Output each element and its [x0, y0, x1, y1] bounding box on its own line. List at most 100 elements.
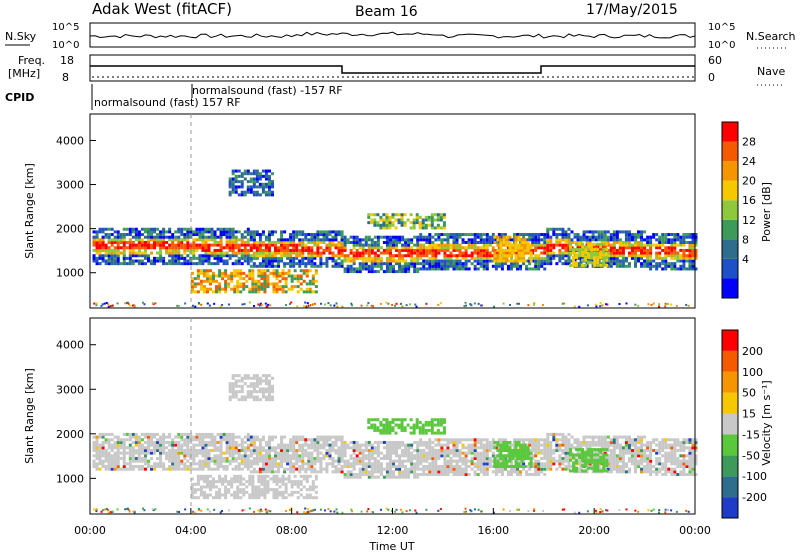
power-cell — [239, 271, 243, 275]
velocity-cell — [585, 454, 589, 458]
velocity-cell — [316, 451, 320, 455]
velocity-cell — [340, 438, 344, 442]
power-cell — [174, 262, 178, 266]
power-cell — [509, 256, 513, 260]
power-cell — [267, 240, 271, 244]
velocity-cell — [301, 448, 305, 452]
power-cell — [246, 180, 250, 184]
velocity-cell — [376, 475, 380, 479]
power-cell — [643, 251, 647, 255]
power-cell — [567, 254, 571, 258]
power-cell — [156, 251, 160, 255]
power-cell — [251, 282, 255, 286]
velocity-cell — [485, 454, 489, 458]
velocity-cell — [425, 451, 429, 455]
velocity-cell — [270, 467, 274, 471]
velocity-cell — [301, 451, 305, 455]
power-cell — [174, 230, 178, 234]
power-cell — [424, 223, 428, 227]
power-cell — [546, 235, 550, 239]
power-cell — [153, 259, 157, 263]
power-cell — [618, 262, 622, 266]
power-cell — [222, 259, 226, 263]
velocity-cell — [119, 467, 123, 471]
velocity-cell — [370, 456, 374, 460]
velocity-cell — [630, 462, 634, 466]
velocity-cell — [153, 448, 157, 452]
velocity-cell — [549, 448, 553, 452]
power-cell — [512, 233, 516, 237]
velocity-cell — [267, 448, 271, 452]
power-cell — [410, 246, 414, 250]
power-cell — [573, 264, 577, 268]
power-cell — [240, 174, 244, 178]
velocity-cell — [449, 462, 453, 466]
velocity-cell — [137, 435, 141, 439]
velocity-cell — [364, 456, 368, 460]
velocity-cell — [558, 432, 562, 436]
power-cell — [413, 256, 417, 260]
power-cell — [373, 240, 377, 244]
velocity-cell — [295, 462, 299, 466]
power-cell — [274, 259, 278, 263]
velocity-cell — [107, 438, 111, 442]
power-cell — [165, 246, 169, 250]
velocity-cell — [159, 462, 163, 466]
velocity-cell — [101, 440, 105, 444]
power-cell — [340, 240, 344, 244]
velocity-cell — [313, 456, 317, 460]
power-cell — [391, 259, 395, 263]
velocity-cell — [555, 446, 559, 450]
power-cell — [125, 227, 129, 231]
power-cell — [219, 227, 223, 231]
power-cell — [605, 258, 609, 262]
power-cell — [516, 251, 520, 255]
power-cell — [201, 246, 205, 250]
power-cell — [192, 233, 196, 237]
velocity-cell — [497, 440, 501, 444]
velocity-cell — [431, 465, 435, 468]
power-cell — [546, 238, 550, 242]
power-cell — [322, 230, 326, 234]
velocity-cell — [361, 448, 365, 452]
power-cell — [452, 254, 456, 258]
power-cell — [128, 238, 132, 242]
power-cell — [531, 243, 535, 247]
power-cell — [452, 264, 456, 268]
power-cell — [401, 238, 405, 242]
power-cell — [225, 254, 229, 258]
velocity-cell — [292, 456, 296, 460]
power-cell — [197, 301, 200, 304]
velocity-cell — [494, 456, 498, 460]
velocity-cell — [292, 470, 296, 474]
power-cell — [131, 243, 135, 247]
power-cell — [116, 246, 120, 250]
velocity-cell — [153, 440, 157, 444]
power-cell — [228, 254, 232, 258]
power-cell — [398, 262, 402, 266]
velocity-cell — [292, 451, 296, 455]
power-cell — [195, 262, 199, 266]
power-cell — [280, 246, 284, 250]
power-cell — [280, 240, 284, 244]
power-cell — [512, 246, 516, 250]
noise-panel-frame — [89, 22, 696, 48]
velocity-cell — [237, 448, 241, 452]
velocity-cell — [195, 438, 199, 442]
power-cell — [292, 238, 296, 242]
power-cell — [600, 238, 604, 242]
power-cell — [204, 259, 208, 263]
power-cell — [549, 246, 553, 250]
power-cell — [278, 279, 282, 283]
power-cell — [599, 255, 603, 259]
velocity-cell — [140, 456, 144, 460]
power-cell — [101, 235, 105, 239]
power-cell — [564, 246, 568, 250]
velocity-cell — [464, 456, 468, 460]
power-cell — [412, 218, 416, 222]
velocity-cell — [92, 462, 96, 466]
velocity-cell — [482, 462, 486, 466]
power-cell — [615, 251, 619, 255]
power-cell — [270, 256, 274, 260]
power-cell — [419, 256, 423, 260]
